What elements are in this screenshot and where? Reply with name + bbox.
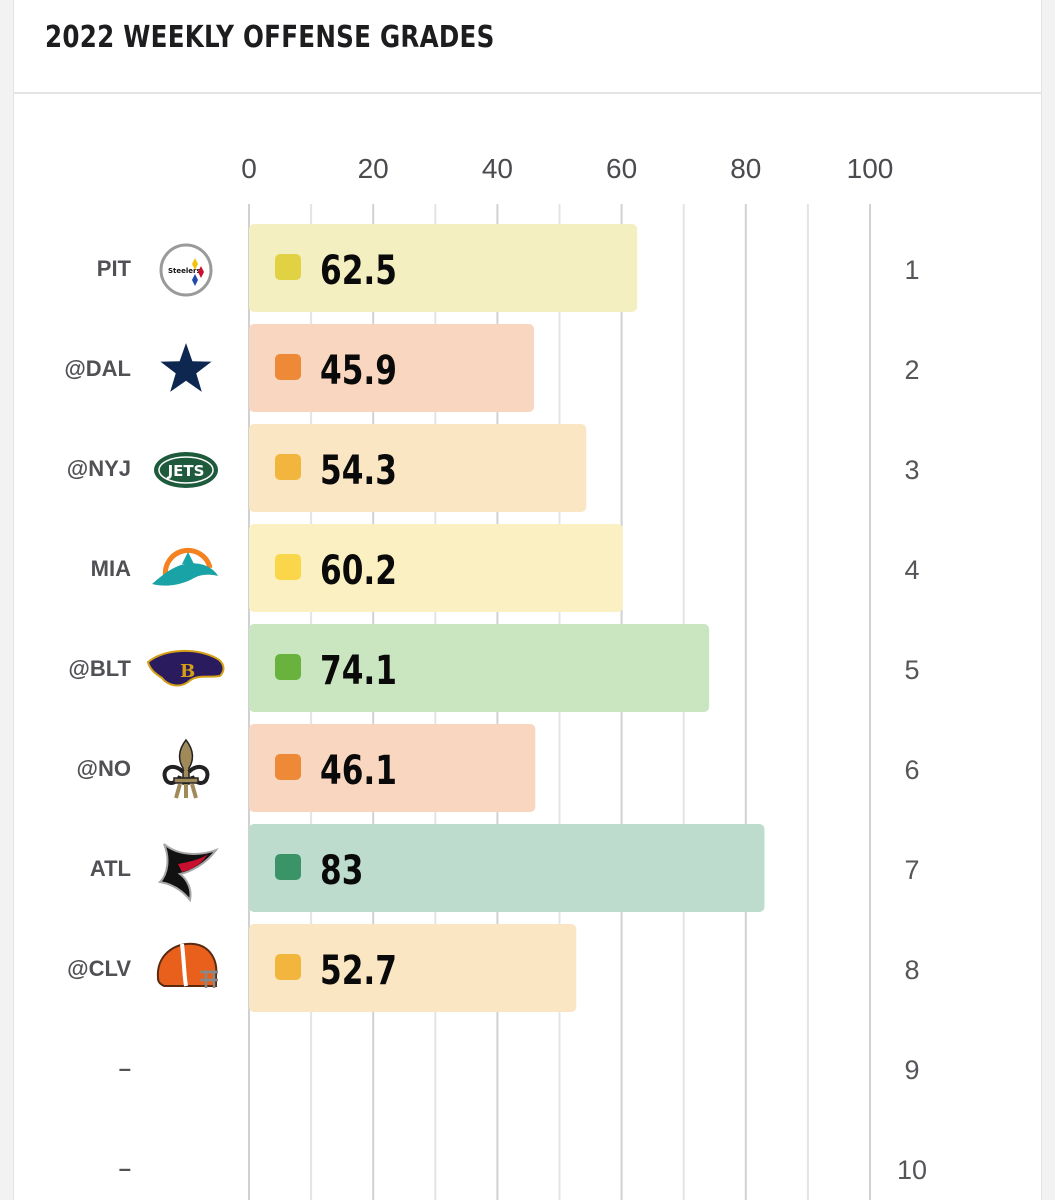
opponent-label: @NYJ [67, 456, 131, 481]
card-header: 2022 WEEKLY OFFENSE GRADES [14, 0, 1041, 94]
page-title: 2022 WEEKLY OFFENSE GRADES [45, 20, 495, 55]
svg-text:JETS: JETS [167, 462, 205, 480]
chart-row: @CLV 52.7 8 [67, 924, 920, 1012]
grade-bar [249, 424, 587, 512]
opponent-label: @CLV [67, 956, 131, 981]
grade-color-dot [275, 254, 301, 280]
svg-text:B: B [180, 661, 195, 682]
grade-bar [249, 224, 638, 312]
week-number-label: 7 [904, 855, 919, 885]
week-number-label: 9 [904, 1055, 919, 1085]
chart-row: –9 [119, 1055, 920, 1085]
browns-helmet-icon [156, 942, 218, 988]
grade-color-dot [275, 954, 301, 980]
week-number-label: 4 [904, 555, 919, 585]
week-number-label: 6 [904, 755, 919, 785]
week-number-label: 1 [904, 255, 919, 285]
grade-value-label: 45.9 [320, 348, 397, 394]
saints-fleur-de-lis-icon [162, 738, 210, 799]
grade-color-dot [275, 354, 301, 380]
grade-bar [249, 524, 623, 612]
jets-logo-icon: JETS [154, 452, 218, 488]
steelers-logo-icon: Steelers [159, 243, 213, 297]
x-tick-label: 60 [606, 153, 637, 184]
chart-row: @DAL 45.9 2 [64, 324, 920, 412]
grade-color-dot [275, 654, 301, 680]
chart-row: ATL 83 7 [90, 824, 920, 912]
chart-row: PIT 62.5 1 [97, 224, 920, 312]
grade-color-dot [275, 754, 301, 780]
chart-row: @BLT 74.1 5 [68, 624, 920, 712]
x-tick-label: 80 [730, 153, 761, 184]
grade-value-label: 83 [320, 848, 363, 894]
cowboys-star-icon [154, 336, 218, 397]
grade-color-dot [275, 854, 301, 880]
falcons-logo-icon [157, 843, 219, 903]
ravens-logo-icon: B [146, 649, 225, 687]
opponent-label: PIT [97, 256, 132, 281]
grade-bar [249, 824, 765, 912]
grade-bar [249, 624, 710, 712]
x-tick-label: 0 [241, 153, 257, 184]
opponent-label: @DAL [64, 356, 131, 381]
week-number-label: 10 [897, 1155, 927, 1185]
chart-row: @NO 46.1 6 [77, 724, 920, 812]
chart-row: – 10 [119, 1155, 927, 1185]
chart-row: MIA 60.2 4 [91, 524, 920, 612]
week-number-label: 8 [904, 955, 919, 985]
svg-text:Steelers: Steelers [168, 267, 201, 275]
grade-value-label: 62.5 [320, 248, 397, 294]
grade-value-label: 46.1 [320, 748, 397, 794]
x-tick-label: 100 [847, 153, 894, 184]
grade-value-label: 54.3 [320, 448, 397, 494]
opponent-label: MIA [91, 556, 131, 581]
opponent-label: – [119, 1056, 131, 1081]
opponent-label: – [119, 1156, 131, 1181]
grade-value-label: 60.2 [320, 548, 397, 594]
week-number-label: 2 [904, 355, 919, 385]
grade-bar [249, 724, 536, 812]
grade-bar [249, 924, 577, 1012]
dolphins-logo-icon [152, 547, 218, 586]
grade-bar [249, 324, 535, 412]
week-number-label: 5 [904, 655, 919, 685]
opponent-label: ATL [90, 856, 131, 881]
week-number-label: 3 [904, 455, 919, 485]
grade-color-dot [275, 454, 301, 480]
x-tick-label: 20 [358, 153, 389, 184]
grade-value-label: 52.7 [320, 948, 397, 994]
opponent-label: @BLT [68, 656, 131, 681]
x-tick-label: 40 [482, 153, 513, 184]
grade-value-label: 74.1 [320, 648, 397, 694]
chart-row: @NYJ 54.3 3 [67, 424, 920, 512]
grade-color-dot [275, 554, 301, 580]
opponent-label: @NO [77, 756, 131, 781]
